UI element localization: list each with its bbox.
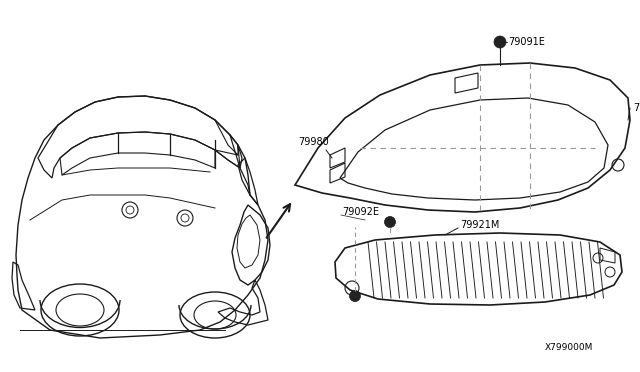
Text: X799000M: X799000M (545, 343, 593, 353)
Text: 79910: 79910 (633, 103, 640, 113)
Text: 79980: 79980 (298, 137, 329, 147)
Circle shape (385, 217, 396, 228)
Circle shape (494, 36, 506, 48)
Text: 79091E: 79091E (508, 37, 545, 47)
Text: 79921M: 79921M (460, 220, 499, 230)
Text: 79092E: 79092E (342, 207, 379, 217)
Circle shape (349, 291, 360, 301)
